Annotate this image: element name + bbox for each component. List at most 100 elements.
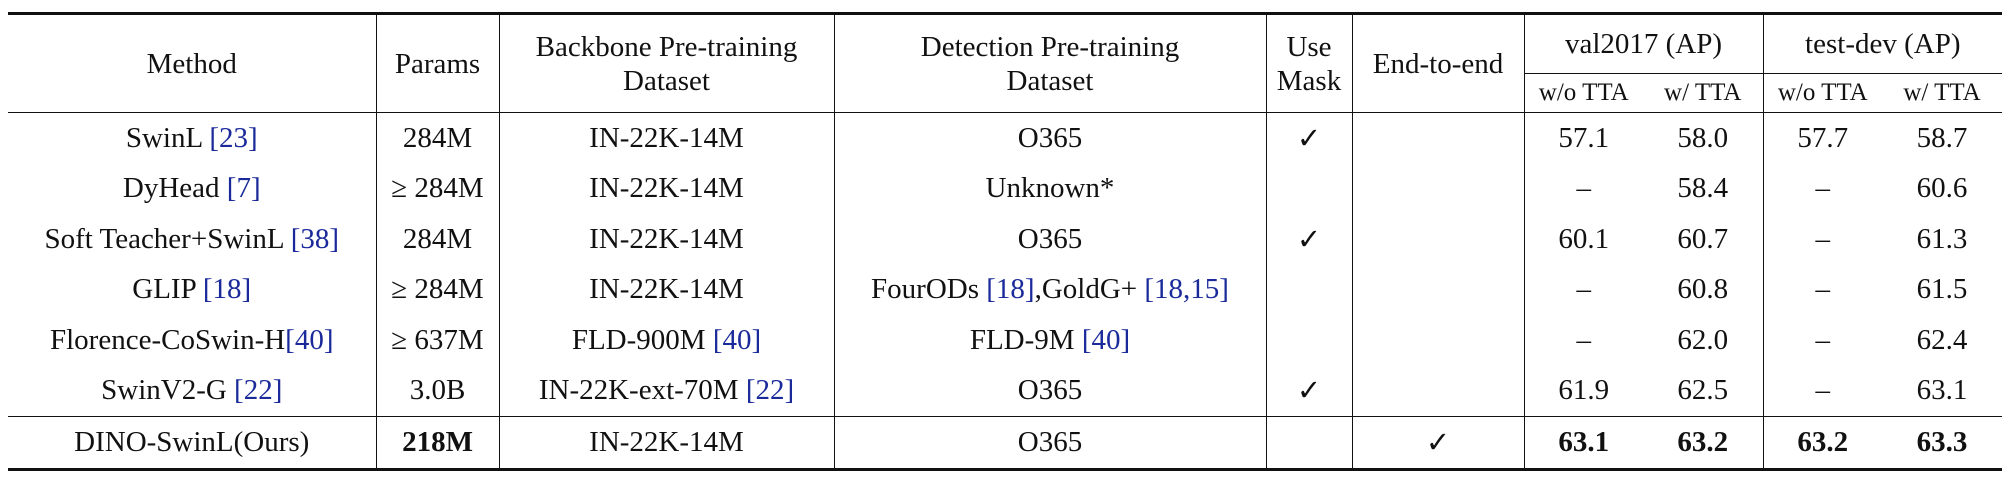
citation: [18] <box>986 273 1035 306</box>
table-row: DINO-SwinL(Ours) 218M IN-22K-14M O365 ✓ 63.1 6… <box>8 416 2003 470</box>
table-cell: 57.1 <box>1524 113 1643 164</box>
cell-text: 218M <box>402 425 473 458</box>
column-header: Use Mask <box>1266 13 1353 113</box>
cell-text: 63.2 <box>1677 425 1729 458</box>
cell-text: FourODs <box>871 273 987 306</box>
cell-text: 61.3 <box>1916 222 1968 255</box>
table-row: SwinL [23] 284M IN-22K-14M O365 ✓ 57.1 58.0 57.… <box>8 112 2002 164</box>
citation: [38] <box>290 222 340 255</box>
table-cell: – <box>1524 315 1643 366</box>
table-cell <box>1266 163 1353 214</box>
cell-text: IN-22K-14M <box>589 222 744 255</box>
table-cell: IN-22K-14M <box>499 416 835 469</box>
table-header: Method Params Backbone Pre-training Dataset… <box>8 13 2003 113</box>
citation: [40] <box>1081 323 1131 356</box>
cell-text: ≥ 284M <box>391 172 484 205</box>
table-body: SwinL [23] 284M IN-22K-14M O365 ✓ 57.1 58.0 57.… <box>8 112 2003 470</box>
table-cell <box>1266 264 1353 315</box>
column-header: Params <box>376 13 500 113</box>
cell-text: 61.9 <box>1558 374 1610 407</box>
header-text: Use <box>1286 30 1332 63</box>
column-header: End-to-end <box>1352 13 1525 113</box>
header-text: End-to-end <box>1372 47 1504 80</box>
table-cell: ≥ 637M <box>376 315 500 366</box>
cell-text: DINO-SwinL(Ours) <box>74 425 310 458</box>
cell-text: DyHead <box>122 172 227 205</box>
cell-text: SwinL <box>125 121 210 154</box>
table-cell: 62.0 <box>1643 315 1764 366</box>
results-table: Method Params Backbone Pre-training Dataset… <box>8 12 2003 471</box>
cell-text: ✓ <box>1425 426 1451 459</box>
cell-text: 62.5 <box>1677 374 1729 407</box>
cell-text: ✓ <box>1296 122 1322 155</box>
table-cell: 60.7 <box>1643 214 1764 265</box>
table-cell: DyHead [7] <box>8 163 377 214</box>
cell-text: 60.6 <box>1916 172 1968 205</box>
cell-text: ✓ <box>1296 223 1322 256</box>
citation: [23] <box>209 121 258 154</box>
table-cell: – <box>1763 366 1882 417</box>
cell-text: – <box>1815 172 1831 205</box>
cell-text: – <box>1576 273 1592 306</box>
cell-text: 61.5 <box>1916 273 1968 306</box>
cell-text: GLIP <box>132 273 203 306</box>
cell-text: IN-22K-14M <box>589 425 744 458</box>
table-cell: 60.1 <box>1524 214 1643 265</box>
cell-text: Florence-CoSwin-H <box>49 323 286 356</box>
table-cell: 63.1 <box>1882 366 2002 417</box>
table-cell: GLIP [18] <box>8 264 377 315</box>
table-cell: O365 <box>834 214 1267 265</box>
cell-text: ✓ <box>1296 375 1322 408</box>
table-cell: 58.0 <box>1643 112 1764 164</box>
table-cell <box>1352 214 1525 265</box>
table-cell: ≥ 284M <box>376 264 500 315</box>
cell-text: 284M <box>402 222 473 255</box>
cell-text: IN-22K-14M <box>589 121 744 154</box>
cell-text: – <box>1576 323 1592 356</box>
cell-text: – <box>1815 273 1831 306</box>
table-cell <box>1352 264 1525 315</box>
table-cell: 62.4 <box>1882 315 2002 366</box>
citation: [40] <box>285 323 334 356</box>
table-cell: O365 <box>834 112 1267 164</box>
cell-text: – <box>1815 374 1831 407</box>
table-cell: 60.6 <box>1882 164 2002 215</box>
column-header: Method <box>8 13 377 113</box>
table-cell: IN-22K-14M <box>499 163 835 214</box>
table-row: Florence-CoSwin-H[40] ≥ 637M FLD-900M [40]… <box>8 315 2002 366</box>
cell-text: O365 <box>1017 121 1083 154</box>
table-cell: DINO-SwinL(Ours) <box>8 416 377 469</box>
table-cell: Unknown* <box>834 163 1267 214</box>
table-cell: Florence-CoSwin-H[40] <box>8 315 377 366</box>
table-row: DyHead [7] ≥ 284M IN-22K-14M Unknown* – 58.4 –… <box>8 163 2002 215</box>
column-header: Backbone Pre-training Dataset <box>499 13 835 113</box>
citation: [18,15] <box>1144 273 1229 306</box>
cell-text: ≥ 284M <box>391 273 484 306</box>
subheader-row: w/o TTA w/ TTA w/o TTA w/ TTA <box>8 73 2002 113</box>
cell-text: – <box>1815 323 1831 356</box>
citation: [18] <box>202 273 252 306</box>
table-cell <box>1352 365 1525 417</box>
table-row: GLIP [18] ≥ 284M IN-22K-14M FourODs [18],Go… <box>8 264 2002 316</box>
cell-text: 63.3 <box>1916 425 1968 458</box>
table-cell: 63.2 <box>1763 417 1882 470</box>
cell-text: IN-22K-14M <box>589 273 744 306</box>
table-cell: 58.7 <box>1882 113 2002 164</box>
citation: [22] <box>234 374 283 407</box>
cell-text: Unknown* <box>985 172 1115 205</box>
table-cell: – <box>1524 265 1643 316</box>
table-cell: IN-22K-14M <box>499 264 835 315</box>
cell-text: 62.4 <box>1916 323 1968 356</box>
cell-text: 60.7 <box>1677 222 1729 255</box>
header-text: Detection Pre-training <box>920 30 1180 63</box>
cell-text: IN-22K-ext-70M <box>538 374 746 407</box>
cell-text: IN-22K-14M <box>589 172 744 205</box>
table-cell: 61.5 <box>1882 265 2002 316</box>
table-cell: O365 <box>834 416 1267 469</box>
header-row: Method Params Backbone Pre-training Dataset… <box>8 13 2003 113</box>
table-cell: FourODs [18],GoldG+ [18,15] <box>834 264 1267 315</box>
header-text: Method <box>146 47 237 80</box>
table-cell: SwinL [23] <box>8 112 377 164</box>
cell-text: Soft Teacher+SwinL <box>44 222 291 255</box>
cell-text: FLD-9M <box>969 323 1082 356</box>
